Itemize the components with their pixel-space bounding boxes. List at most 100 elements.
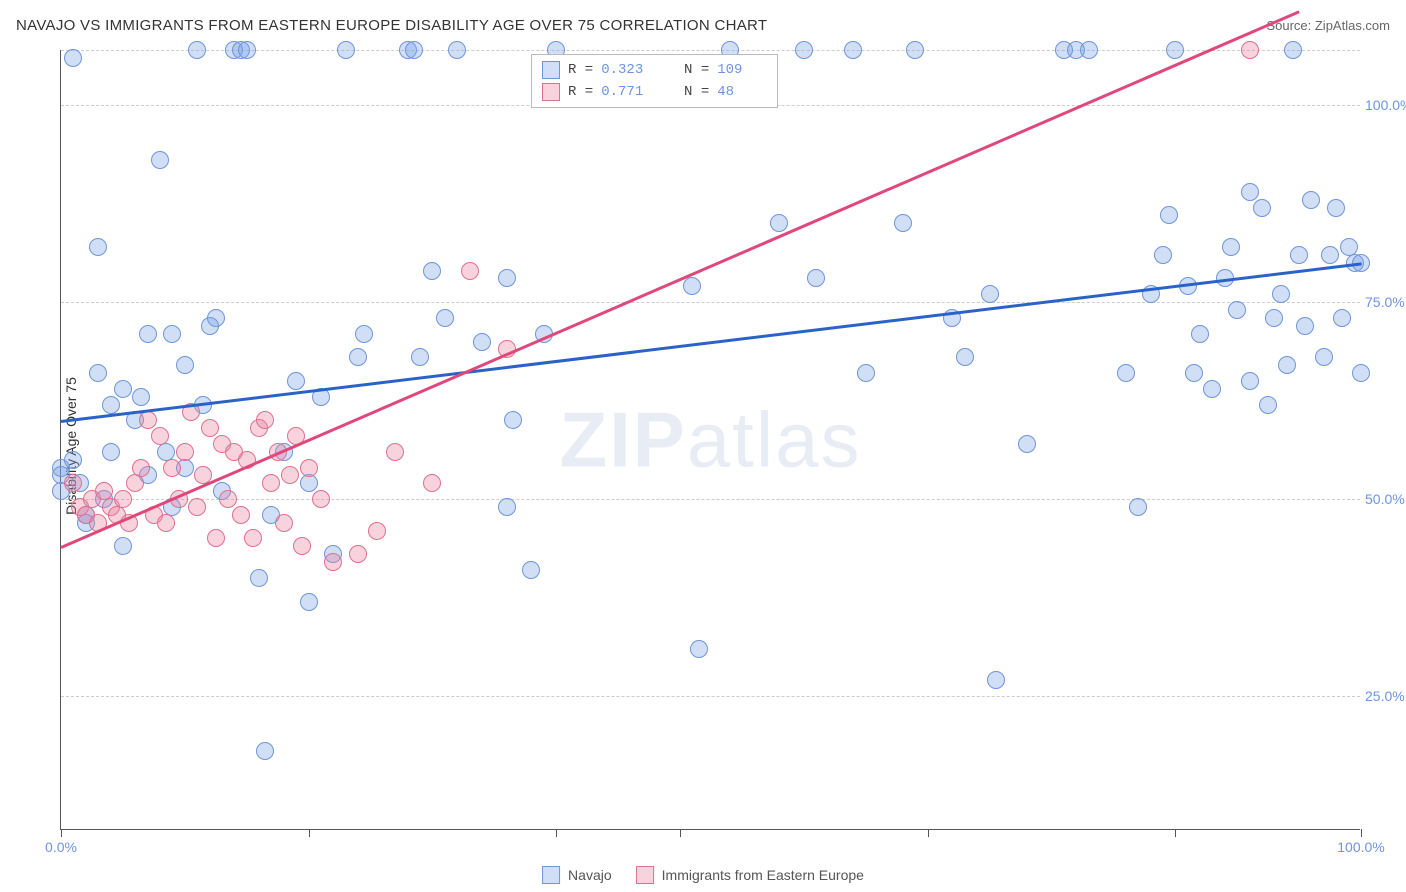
stats-legend-row: R =0.323 N =109	[542, 59, 767, 81]
stats-legend-row: R =0.771 N =48	[542, 81, 767, 103]
data-point	[256, 411, 274, 429]
data-point	[132, 388, 150, 406]
legend-item: Immigrants from Eastern Europe	[636, 866, 864, 884]
data-point	[163, 459, 181, 477]
data-point	[1284, 41, 1302, 59]
data-point	[89, 364, 107, 382]
data-point	[1185, 364, 1203, 382]
data-point	[981, 285, 999, 303]
legend-swatch	[542, 83, 560, 101]
gridline	[61, 499, 1360, 500]
data-point	[461, 262, 479, 280]
x-tick	[556, 829, 557, 837]
data-point	[102, 396, 120, 414]
data-point	[287, 372, 305, 390]
trend-line	[61, 263, 1361, 423]
data-point	[807, 269, 825, 287]
data-point	[683, 277, 701, 295]
data-point	[275, 514, 293, 532]
data-point	[894, 214, 912, 232]
chart-title: NAVAJO VS IMMIGRANTS FROM EASTERN EUROPE…	[16, 17, 767, 34]
legend-swatch	[542, 866, 560, 884]
data-point	[300, 593, 318, 611]
data-point	[151, 427, 169, 445]
data-point	[1222, 238, 1240, 256]
data-point	[114, 537, 132, 555]
source-credit: Source: ZipAtlas.com	[1266, 18, 1390, 33]
data-point	[337, 41, 355, 59]
series-legend: Navajo Immigrants from Eastern Europe	[542, 866, 864, 884]
data-point	[1129, 498, 1147, 516]
data-point	[1253, 199, 1271, 217]
data-point	[1203, 380, 1221, 398]
data-point	[1302, 191, 1320, 209]
data-point	[300, 474, 318, 492]
data-point	[987, 671, 1005, 689]
data-point	[1018, 435, 1036, 453]
gridline	[61, 302, 1360, 303]
data-point	[956, 348, 974, 366]
y-tick-label: 50.0%	[1365, 491, 1406, 507]
data-point	[64, 474, 82, 492]
x-tick-label: 100.0%	[1337, 839, 1384, 855]
data-point	[132, 459, 150, 477]
data-point	[293, 537, 311, 555]
data-point	[114, 490, 132, 508]
data-point	[795, 41, 813, 59]
data-point	[498, 269, 516, 287]
data-point	[1327, 199, 1345, 217]
data-point	[473, 333, 491, 351]
data-point	[232, 506, 250, 524]
data-point	[244, 529, 262, 547]
data-point	[504, 411, 522, 429]
data-point	[102, 443, 120, 461]
data-point	[1154, 246, 1172, 264]
data-point	[188, 41, 206, 59]
data-point	[1228, 301, 1246, 319]
data-point	[906, 41, 924, 59]
data-point	[1272, 285, 1290, 303]
data-point	[1166, 41, 1184, 59]
data-point	[1296, 317, 1314, 335]
data-point	[498, 498, 516, 516]
data-point	[1241, 372, 1259, 390]
x-tick	[309, 829, 310, 837]
data-point	[1160, 206, 1178, 224]
x-tick	[1175, 829, 1176, 837]
data-point	[262, 474, 280, 492]
data-point	[1290, 246, 1308, 264]
x-tick	[61, 829, 62, 837]
data-point	[423, 474, 441, 492]
x-tick	[680, 829, 681, 837]
data-point	[405, 41, 423, 59]
data-point	[436, 309, 454, 327]
data-point	[1321, 246, 1339, 264]
y-tick-label: 25.0%	[1365, 688, 1406, 704]
x-tick	[928, 829, 929, 837]
data-point	[368, 522, 386, 540]
data-point	[281, 466, 299, 484]
legend-label: Immigrants from Eastern Europe	[662, 867, 864, 883]
data-point	[1278, 356, 1296, 374]
stats-legend: R =0.323 N =109R =0.771 N =48	[531, 54, 778, 108]
data-point	[64, 49, 82, 67]
data-point	[349, 348, 367, 366]
data-point	[324, 553, 342, 571]
data-point	[151, 151, 169, 169]
data-point	[355, 325, 373, 343]
data-point	[300, 459, 318, 477]
data-point	[770, 214, 788, 232]
data-point	[64, 451, 82, 469]
data-point	[89, 238, 107, 256]
data-point	[1191, 325, 1209, 343]
data-point	[139, 325, 157, 343]
data-point	[1333, 309, 1351, 327]
y-tick-label: 75.0%	[1365, 294, 1406, 310]
legend-item: Navajo	[542, 866, 612, 884]
legend-swatch	[636, 866, 654, 884]
data-point	[201, 419, 219, 437]
gridline	[61, 50, 1360, 51]
data-point	[1241, 41, 1259, 59]
plot-area: ZIPatlas R =0.323 N =109R =0.771 N =48 2…	[60, 50, 1360, 830]
data-point	[844, 41, 862, 59]
